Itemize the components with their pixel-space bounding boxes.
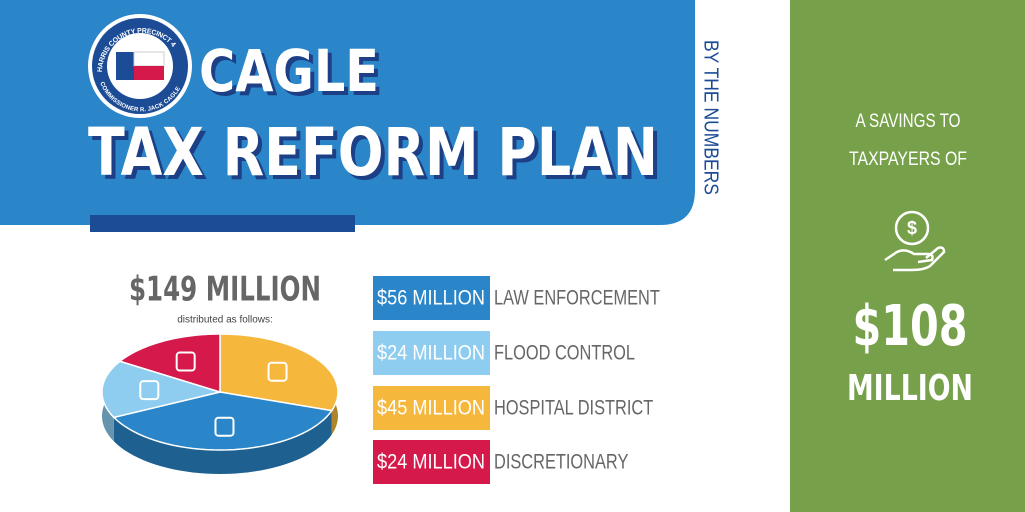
slice-icon bbox=[175, 351, 196, 372]
legend: $56 MILLION LAW ENFORCEMENT $24 MILLION FLO… bbox=[373, 276, 660, 484]
legend-label: HOSPITAL DISTRICT bbox=[494, 396, 654, 419]
slice-icon bbox=[139, 380, 160, 401]
legend-swatch bbox=[373, 386, 490, 430]
legend-value-label: $24 MILLION bbox=[377, 342, 485, 365]
chart-subtitle: distributed as follows: bbox=[177, 315, 273, 326]
header-underline bbox=[90, 215, 355, 232]
pie bbox=[101, 333, 339, 474]
savings-intro: A SAVINGS TO bbox=[856, 111, 961, 132]
title-line2: TAX REFORM PLAN bbox=[88, 114, 658, 191]
pie-slice bbox=[118, 333, 221, 394]
legend-value-label: $45 MILLION bbox=[377, 397, 485, 420]
pie-slice bbox=[101, 360, 223, 419]
pie-slice bbox=[112, 391, 334, 451]
logo: HARRIS COUNTY PRECINCT 4 COMMISSIONER R.… bbox=[88, 14, 192, 118]
logo-flag-blue bbox=[116, 52, 134, 80]
legend-label: LAW ENFORCEMENT bbox=[494, 286, 660, 309]
savings-amount: $108 bbox=[853, 294, 968, 359]
savings-unit: MILLION bbox=[847, 368, 973, 409]
legend-swatch bbox=[373, 276, 490, 320]
chart-title: $149 MILLION bbox=[129, 270, 321, 310]
legend-label: FLOOD CONTROL bbox=[494, 341, 635, 364]
savings-panel bbox=[790, 0, 1025, 512]
pie-slice-side bbox=[113, 410, 332, 474]
title-line1: CAGLE bbox=[199, 37, 379, 105]
pie-slice bbox=[219, 333, 339, 412]
coin bbox=[894, 210, 930, 246]
legend-value-label: $56 MILLION bbox=[377, 287, 485, 310]
legend-value-label: $24 MILLION bbox=[377, 451, 485, 474]
slice-icon bbox=[267, 361, 288, 382]
legend-swatch bbox=[373, 331, 490, 375]
hand bbox=[884, 246, 946, 272]
title-shadow: CAGLE bbox=[203, 41, 383, 109]
side-label: BY THE NUMBERS bbox=[700, 40, 722, 195]
dollar-sign-icon: $ bbox=[907, 218, 917, 238]
legend-label: DISCRETIONARY bbox=[494, 450, 629, 473]
logo-flag-red bbox=[134, 66, 164, 80]
money-icon bbox=[884, 210, 946, 272]
logo-flag-white bbox=[133, 51, 165, 67]
savings-intro: TAXPAYERS OF bbox=[849, 149, 967, 170]
slice-icon bbox=[214, 416, 235, 437]
title-shadow: TAX REFORM PLAN bbox=[92, 118, 662, 195]
legend-swatch bbox=[373, 440, 490, 484]
